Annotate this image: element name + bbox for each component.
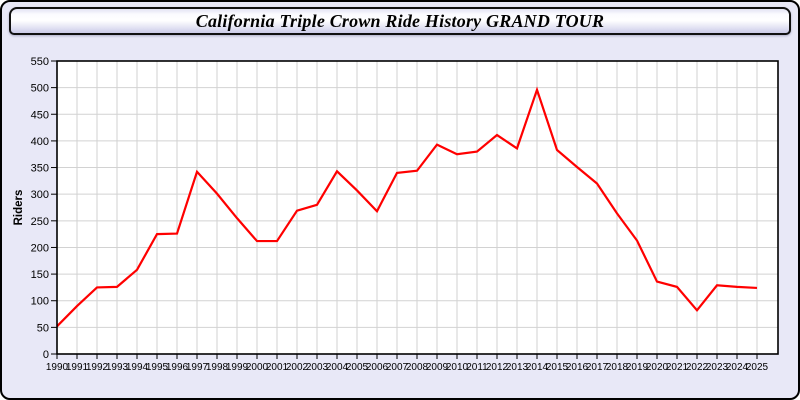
- svg-text:50: 50: [37, 322, 49, 334]
- svg-text:1993: 1993: [106, 362, 129, 373]
- svg-text:2008: 2008: [406, 362, 429, 373]
- svg-text:1995: 1995: [146, 362, 169, 373]
- svg-text:100: 100: [31, 296, 49, 308]
- svg-text:450: 450: [31, 109, 49, 121]
- svg-text:2024: 2024: [726, 362, 749, 373]
- svg-text:1991: 1991: [66, 362, 89, 373]
- svg-text:500: 500: [31, 83, 49, 95]
- svg-text:2000: 2000: [246, 362, 269, 373]
- svg-text:1999: 1999: [226, 362, 249, 373]
- svg-text:250: 250: [31, 216, 49, 228]
- svg-text:1994: 1994: [126, 362, 149, 373]
- svg-text:2010: 2010: [446, 362, 469, 373]
- svg-text:2002: 2002: [286, 362, 309, 373]
- svg-text:2012: 2012: [486, 362, 509, 373]
- svg-text:2011: 2011: [466, 362, 488, 373]
- svg-text:1992: 1992: [86, 362, 109, 373]
- svg-text:1998: 1998: [206, 362, 229, 373]
- svg-text:2018: 2018: [606, 362, 629, 373]
- svg-text:0: 0: [43, 349, 49, 361]
- chart-title-bar: California Triple Crown Ride History GRA…: [9, 7, 791, 35]
- svg-text:150: 150: [31, 269, 49, 281]
- svg-text:2020: 2020: [646, 362, 669, 373]
- svg-text:2003: 2003: [306, 362, 329, 373]
- y-axis-title: Riders: [13, 190, 25, 226]
- svg-text:2004: 2004: [326, 362, 349, 373]
- svg-text:400: 400: [31, 136, 49, 148]
- x-axis-labels: 1990199119921993199419951996199719981999…: [46, 362, 769, 373]
- svg-text:200: 200: [31, 242, 49, 254]
- svg-text:2017: 2017: [586, 362, 609, 373]
- svg-text:2006: 2006: [366, 362, 389, 373]
- svg-text:350: 350: [31, 163, 49, 175]
- svg-text:2019: 2019: [626, 362, 649, 373]
- svg-text:300: 300: [31, 189, 49, 201]
- svg-text:1997: 1997: [186, 362, 209, 373]
- svg-text:2005: 2005: [346, 362, 369, 373]
- chart-title: California Triple Crown Ride History GRA…: [195, 10, 605, 31]
- svg-text:2022: 2022: [686, 362, 709, 373]
- svg-text:2014: 2014: [526, 362, 549, 373]
- svg-text:2025: 2025: [746, 362, 769, 373]
- svg-text:2001: 2001: [266, 362, 289, 373]
- svg-text:2016: 2016: [566, 362, 589, 373]
- svg-text:2023: 2023: [706, 362, 729, 373]
- svg-text:2007: 2007: [386, 362, 409, 373]
- plot-frame: [56, 60, 779, 355]
- axis-ticks: [51, 60, 758, 359]
- svg-text:2015: 2015: [546, 362, 569, 373]
- y-axis-labels: 0 50 100 150 200 250 300 350 400 450 500 550: [31, 56, 49, 361]
- series-line-riders: [56, 86, 758, 328]
- svg-text:1996: 1996: [166, 362, 189, 373]
- svg-text:550: 550: [31, 56, 49, 68]
- svg-text:2009: 2009: [426, 362, 449, 373]
- svg-text:1990: 1990: [46, 362, 69, 373]
- svg-text:2013: 2013: [506, 362, 529, 373]
- svg-text:2021: 2021: [666, 362, 689, 373]
